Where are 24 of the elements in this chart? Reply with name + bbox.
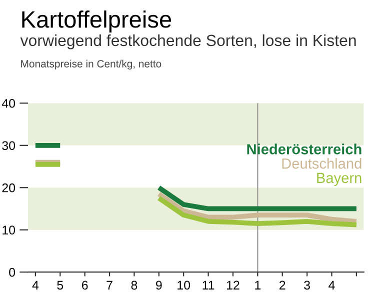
x-tick-label: 11 (202, 280, 214, 290)
x-tick-label: 7 (106, 280, 112, 290)
y-tick-label: 40 (2, 98, 16, 108)
x-tick-label: 1 (255, 280, 261, 290)
x-tick-label: 9 (156, 280, 162, 290)
y-tick-label: 20 (2, 183, 16, 192)
chart-title: Kartoffelpreise (22, 10, 172, 32)
text: Deutschland (282, 158, 362, 169)
x-tick-label: 6 (82, 280, 88, 290)
y-tick-label: 0 (9, 268, 16, 277)
chart-subtitle: vorwiegend festkochende Sorten, lose in Kisten (20, 34, 356, 50)
y-tick-label: 10 (2, 226, 16, 235)
text: Monatspreise in Cent/kg, netto (21, 60, 162, 70)
x-tick-label: 4 (32, 280, 39, 290)
x-tick-label: 5 (57, 280, 64, 290)
text: Niederösterreich (247, 144, 362, 154)
x-tick-label: 12 (226, 280, 240, 290)
x-tick-label: 10 (178, 280, 190, 290)
y-tick-label: 30 (2, 141, 16, 150)
x-tick-label: 3 (304, 280, 310, 290)
x-tick-label: 8 (131, 280, 138, 290)
x-tick-label: 2 (280, 280, 286, 290)
text: Bayern (317, 172, 362, 186)
x-tick-label: 4 (328, 280, 335, 290)
